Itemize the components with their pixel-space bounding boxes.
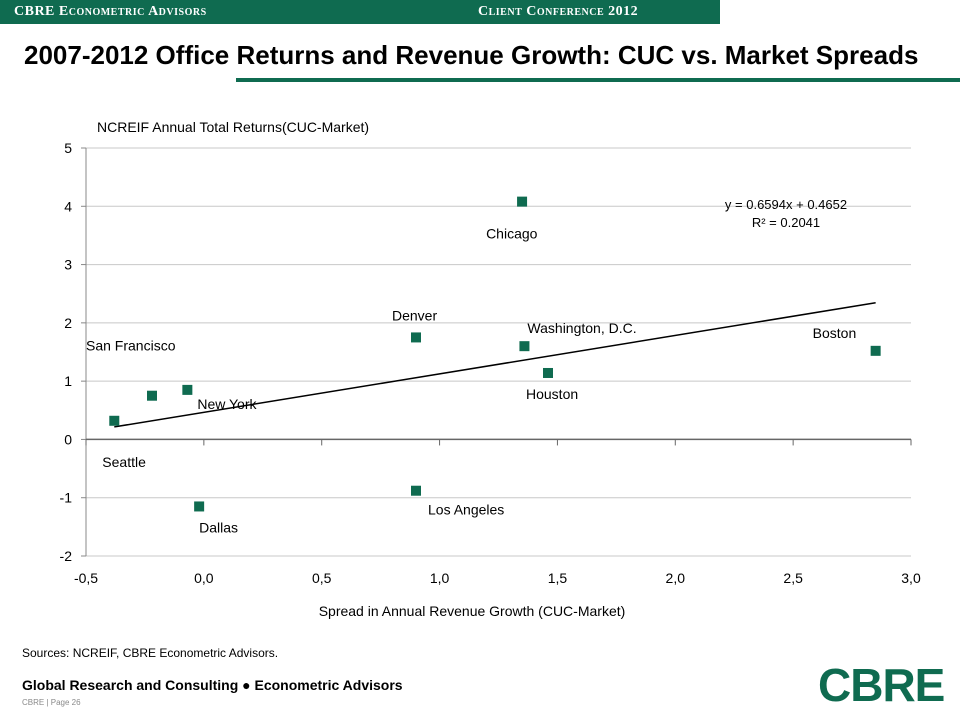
- y-tick-label: 5: [64, 140, 72, 156]
- title-underline: [236, 78, 960, 82]
- y-axis-title: NCREIF Annual Total Returns(CUC-Market): [97, 119, 370, 135]
- sources-note: Sources: NCREIF, CBRE Econometric Adviso…: [22, 646, 279, 660]
- x-axis-title: Spread in Annual Revenue Growth (CUC-Mar…: [318, 603, 626, 619]
- x-tick-label: 1,0: [430, 570, 450, 586]
- x-tick-label: 2,5: [783, 570, 803, 586]
- y-tick-label: 4: [64, 198, 72, 214]
- y-tick-label: 1: [64, 373, 72, 389]
- data-point: [147, 390, 157, 401]
- data-label: Dallas: [199, 519, 238, 535]
- x-tick-label: 0,5: [312, 570, 332, 586]
- x-tick-label: 2,0: [666, 570, 686, 586]
- footer-page-number: CBRE | Page 26: [22, 698, 81, 707]
- x-axis-title-row: Spread in Annual Revenue Growth (CUC-Mar…: [0, 603, 960, 619]
- x-tick-label: 3,0: [901, 570, 921, 586]
- data-label: Denver: [392, 307, 437, 323]
- data-point: [870, 345, 881, 356]
- x-tick-label: -0,5: [74, 570, 98, 586]
- data-point: [109, 415, 120, 426]
- x-tick-label: 1,5: [548, 570, 568, 586]
- trendline-r-squared: R² = 0.2041: [751, 215, 821, 230]
- data-label: Seattle: [102, 454, 146, 470]
- trendline-equation-box: y = 0.6594x + 0.4652 R² = 0.2041: [700, 196, 872, 232]
- y-tick-label: -2: [60, 548, 73, 564]
- x-tick-label: 0,0: [194, 570, 214, 586]
- data-label: Houston: [526, 386, 578, 402]
- trendline: [114, 302, 876, 428]
- header-bar: CBRE Econometric Advisors Client Confere…: [0, 0, 720, 24]
- footer-division: Global Research and Consulting ● Econome…: [22, 677, 403, 693]
- data-point: [519, 341, 530, 352]
- trendline-equation: y = 0.6594x + 0.4652: [724, 197, 848, 212]
- data-point: [517, 196, 528, 207]
- data-point: [182, 384, 193, 395]
- y-tick-label: 3: [64, 257, 72, 273]
- header-right-text: Client Conference 2012: [478, 4, 639, 19]
- data-label: New York: [197, 396, 257, 412]
- data-point: [411, 332, 421, 343]
- y-tick-label: -1: [60, 490, 73, 506]
- y-tick-label: 0: [64, 431, 72, 447]
- cbre-logo: CBRE: [818, 659, 945, 711]
- data-label: San Francisco: [86, 338, 176, 354]
- page-title: 2007-2012 Office Returns and Revenue Gro…: [24, 40, 919, 70]
- header-left-text: CBRE Econometric Advisors: [14, 4, 207, 19]
- data-point: [543, 367, 553, 378]
- data-point: [194, 501, 205, 512]
- data-point: [411, 485, 421, 496]
- data-label: Boston: [813, 325, 857, 341]
- y-tick-label: 2: [64, 315, 72, 331]
- data-label: Chicago: [486, 226, 538, 242]
- data-label: Washington, D.C.: [527, 320, 636, 336]
- data-label: Los Angeles: [428, 502, 504, 518]
